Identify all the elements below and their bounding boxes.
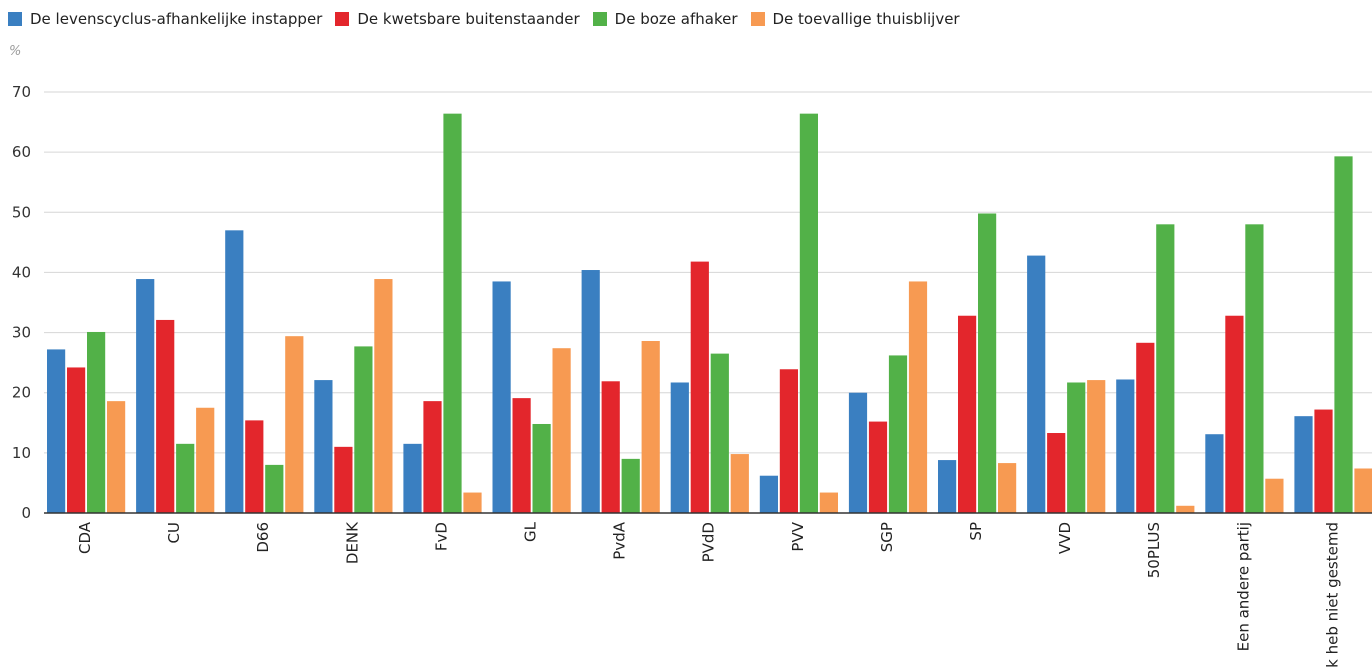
legend-item-2[interactable]: De kwetsbare buitenstaander bbox=[335, 10, 580, 28]
y-tick-label-30: 30 bbox=[12, 324, 31, 342]
y-tick-label-60: 60 bbox=[12, 143, 31, 161]
bar-sp-series-2[interactable] bbox=[958, 315, 977, 513]
bar-50plus-series-4[interactable] bbox=[1176, 505, 1195, 513]
bar-vvd-series-4[interactable] bbox=[1087, 380, 1106, 513]
bar-pvda-series-4[interactable] bbox=[641, 340, 660, 513]
y-tick-label-10: 10 bbox=[12, 444, 31, 462]
bar-een-andere-partij-series-4[interactable] bbox=[1265, 478, 1284, 513]
bar-d66-series-1[interactable] bbox=[225, 230, 244, 514]
bar-ik-heb-niet-gestemd-series-1[interactable] bbox=[1294, 416, 1313, 513]
bar-pvv-series-3[interactable] bbox=[799, 113, 818, 513]
x-category-label: SP bbox=[967, 522, 985, 541]
y-tick-label-20: 20 bbox=[12, 384, 31, 402]
legend-label: De boze afhaker bbox=[614, 10, 738, 28]
bar-sp-series-4[interactable] bbox=[998, 463, 1017, 513]
bar-gl-series-3[interactable] bbox=[532, 423, 551, 513]
bar-pvdd-series-1[interactable] bbox=[670, 382, 689, 513]
bar-cda-series-1[interactable] bbox=[47, 349, 66, 513]
x-category-label: Ik heb niet gestemd bbox=[1323, 522, 1341, 668]
bar-sgp-series-4[interactable] bbox=[908, 281, 928, 513]
bar-50plus-series-3[interactable] bbox=[1156, 224, 1175, 514]
bar-vvd-series-3[interactable] bbox=[1067, 382, 1086, 513]
bar-cda-series-2[interactable] bbox=[67, 367, 86, 513]
bar-gl-series-4[interactable] bbox=[552, 348, 571, 513]
legend-swatch bbox=[592, 12, 607, 26]
legend-item-1[interactable]: De levenscyclus-afhankelijke instapper bbox=[8, 10, 322, 28]
y-tick-label-50: 50 bbox=[12, 203, 31, 221]
bar-sgp-series-2[interactable] bbox=[868, 421, 888, 513]
bar-50plus-series-1[interactable] bbox=[1116, 379, 1135, 513]
bar-een-andere-partij-series-2[interactable] bbox=[1225, 315, 1244, 513]
legend-swatch bbox=[8, 12, 22, 26]
y-tick-label-70: 70 bbox=[12, 83, 31, 101]
x-category-label: PVV bbox=[789, 521, 807, 551]
bar-pvda-series-1[interactable] bbox=[581, 270, 600, 513]
bar-sgp-series-3[interactable] bbox=[888, 355, 908, 513]
bar-gl-series-1[interactable] bbox=[492, 281, 511, 513]
y-tick-label-40: 40 bbox=[12, 263, 31, 281]
legend-item-4[interactable]: De toevallige thuisblijver bbox=[750, 10, 960, 28]
bar-d66-series-3[interactable] bbox=[265, 464, 284, 513]
bar-pvdd-series-2[interactable] bbox=[690, 261, 709, 513]
bar-d66-series-4[interactable] bbox=[285, 336, 304, 513]
bar-een-andere-partij-series-1[interactable] bbox=[1205, 434, 1224, 513]
legend-label: De levenscyclus-afhankelijke instapper bbox=[30, 10, 323, 28]
bar-denk-series-1[interactable] bbox=[314, 380, 333, 513]
bar-denk-series-3[interactable] bbox=[354, 346, 373, 513]
bar-50plus-series-2[interactable] bbox=[1136, 342, 1155, 513]
bar-fvd-series-2[interactable] bbox=[423, 401, 442, 513]
x-category-label: CDA bbox=[76, 521, 94, 554]
legend-item-3[interactable]: De boze afhaker bbox=[592, 10, 738, 28]
bar-cu-series-3[interactable] bbox=[176, 443, 195, 513]
x-category-label: SGP bbox=[878, 522, 896, 552]
bar-fvd-series-4[interactable] bbox=[463, 492, 482, 513]
x-category-label: FvD bbox=[432, 522, 450, 551]
bar-sp-series-1[interactable] bbox=[938, 460, 957, 513]
bar-ik-heb-niet-gestemd-series-2[interactable] bbox=[1314, 409, 1333, 513]
x-category-label: PvdA bbox=[611, 521, 629, 559]
x-category-label: CU bbox=[165, 522, 183, 543]
bar-pvv-series-4[interactable] bbox=[819, 492, 838, 513]
bar-sgp-series-1[interactable] bbox=[848, 392, 868, 513]
bar-cu-series-1[interactable] bbox=[136, 279, 155, 513]
legend-swatch bbox=[335, 12, 350, 26]
bar-ik-heb-niet-gestemd-series-3[interactable] bbox=[1334, 156, 1353, 514]
x-category-label: VVD bbox=[1056, 522, 1074, 554]
bar-denk-series-4[interactable] bbox=[374, 279, 393, 513]
bar-sp-series-3[interactable] bbox=[978, 213, 997, 513]
bar-d66-series-2[interactable] bbox=[245, 420, 264, 513]
x-category-label: DENK bbox=[343, 521, 361, 564]
legend: De levenscyclus-afhankelijke instapper De… bbox=[8, 8, 973, 30]
bar-cda-series-4[interactable] bbox=[107, 401, 126, 513]
bar-fvd-series-1[interactable] bbox=[403, 443, 422, 513]
x-category-label: GL bbox=[522, 521, 540, 542]
x-category-label: Een andere partij bbox=[1234, 522, 1252, 651]
bar-fvd-series-3[interactable] bbox=[443, 113, 462, 513]
bar-pvda-series-3[interactable] bbox=[621, 458, 640, 513]
bar-pvda-series-2[interactable] bbox=[601, 381, 620, 513]
legend-swatch bbox=[750, 12, 765, 26]
bar-cu-series-4[interactable] bbox=[196, 407, 215, 513]
y-axis-unit-label: % bbox=[9, 44, 22, 59]
x-category-label: PVdD bbox=[700, 522, 718, 562]
bar-een-andere-partij-series-3[interactable] bbox=[1245, 224, 1264, 514]
bar-vvd-series-2[interactable] bbox=[1047, 433, 1066, 513]
bar-gl-series-2[interactable] bbox=[512, 398, 531, 513]
legend-label: De toevallige thuisblijver bbox=[772, 10, 960, 28]
legend-label: De kwetsbare buitenstaander bbox=[357, 10, 580, 28]
bar-pvdd-series-4[interactable] bbox=[730, 454, 749, 513]
bar-vvd-series-1[interactable] bbox=[1027, 255, 1046, 514]
bar-cu-series-2[interactable] bbox=[156, 319, 175, 513]
bar-ik-heb-niet-gestemd-series-4[interactable] bbox=[1354, 468, 1372, 513]
x-category-label: D66 bbox=[254, 522, 272, 553]
x-category-label: 50PLUS bbox=[1145, 522, 1163, 578]
bar-denk-series-2[interactable] bbox=[334, 446, 353, 513]
bar-pvdd-series-3[interactable] bbox=[710, 353, 729, 513]
y-tick-label-0: 0 bbox=[21, 504, 31, 522]
bar-pvv-series-1[interactable] bbox=[759, 475, 778, 513]
bar-cda-series-3[interactable] bbox=[87, 331, 106, 513]
bar-pvv-series-2[interactable] bbox=[779, 369, 798, 513]
